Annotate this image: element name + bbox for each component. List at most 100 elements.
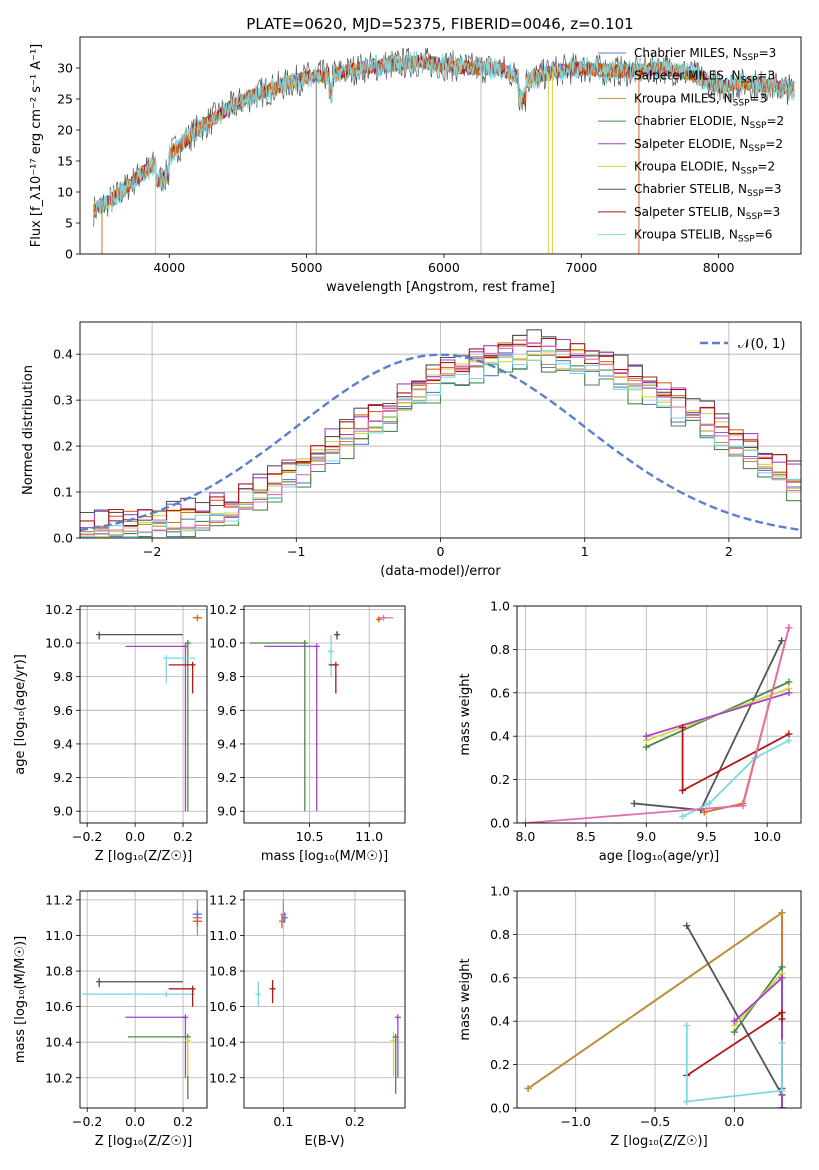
y-tick-label: 10 — [57, 185, 73, 200]
plot-area — [80, 329, 801, 538]
axes-mass-age: 10.5 11.0 9.0 9.2 9.4 9.6 9.8 10.0 10.2 mass [log… — [209, 602, 406, 864]
weight-marker — [785, 689, 793, 697]
grid-lines — [244, 606, 405, 823]
x-axis-label: E(B-V) — [304, 1134, 344, 1149]
errorbar-point — [377, 614, 394, 621]
y-tick-label: 0.2 — [490, 1057, 510, 1072]
axes-frame — [79, 36, 802, 255]
y-tick-label: 0.8 — [490, 642, 510, 657]
y-tick-label: 10.8 — [45, 964, 73, 979]
weight-line — [525, 627, 790, 823]
weight-marker — [679, 786, 687, 794]
weight-marker — [630, 799, 638, 807]
weight-line — [634, 640, 783, 811]
axes-frame — [79, 605, 208, 824]
legend-entry: Kroupa MILES, NSSP=3 — [634, 91, 767, 108]
axes-frame — [243, 605, 406, 824]
x-tick-label: −2 — [143, 544, 161, 559]
y-tick-label: 0.0 — [490, 816, 510, 831]
y-tick-label: 0.4 — [490, 1014, 510, 1029]
errorbar-point — [82, 991, 196, 998]
y-tick-label: 1.0 — [490, 599, 510, 614]
figure-title: PLATE=0620, MJD=52375, FIBERID=0046, z=0… — [246, 15, 633, 33]
y-axis-label: age [log₁₀(age/yr)] — [13, 654, 28, 775]
y-tick-label: 0.1 — [53, 485, 73, 500]
normal-curve — [80, 353, 801, 532]
errorbar-point — [96, 631, 184, 640]
errorbar-point — [168, 985, 196, 1007]
weight-marker — [700, 808, 708, 816]
weight-marker — [778, 1104, 786, 1108]
errorbar-point — [249, 640, 308, 812]
x-tick-label: 0.0 — [125, 1114, 145, 1129]
errorbar-point — [168, 661, 196, 694]
y-tick-label: 0.0 — [490, 1101, 510, 1116]
y-tick-label: 10.2 — [209, 1070, 237, 1085]
errorbar-point — [328, 634, 335, 677]
y-tick-label: 0.3 — [53, 393, 73, 408]
weight-marker — [778, 637, 786, 645]
legend-entry: Chabrier STELIB, NSSP=3 — [634, 182, 782, 199]
x-tick-label: 0.2 — [345, 1114, 365, 1129]
y-tick-label: 5 — [65, 216, 73, 231]
errorbar-point — [192, 614, 203, 622]
histogram-step — [80, 329, 801, 521]
axes-z-age: −0.2 0.0 0.2 9.0 9.2 9.4 9.6 9.8 10.0 10.2 Z [log₁… — [13, 602, 208, 864]
x-tick-label: 6000 — [428, 260, 460, 275]
weight-marker — [739, 802, 747, 810]
errorbar-point — [184, 640, 191, 812]
errorbar-point — [127, 1033, 191, 1100]
errorbar-point — [184, 1037, 191, 1076]
y-tick-label: 9.2 — [53, 770, 73, 785]
legend-entry: Salpeter STELIB, NSSP=3 — [634, 205, 780, 222]
errorbar-point — [281, 912, 288, 924]
errorbar-point — [269, 979, 276, 1004]
weight-marker — [524, 1084, 532, 1092]
plot-area — [521, 624, 793, 823]
errorbar-point — [334, 631, 341, 640]
weight-marker — [642, 732, 650, 740]
errorbar-point — [192, 910, 203, 918]
legend: 𝒩(0, 1) — [700, 337, 785, 352]
grid-lines — [517, 605, 801, 824]
plot-area — [255, 899, 401, 1094]
y-axis-label: Flux [f_λ10⁻¹⁷ erg cm⁻² s⁻¹ A⁻¹] — [29, 44, 44, 248]
y-tick-label: 9.6 — [53, 703, 73, 718]
axes-ebv-mass: 0.1 0.2 10.2 10.4 10.6 10.8 11.0 11.2 E(B-V) — [209, 890, 406, 1149]
plot-area — [82, 899, 203, 1100]
grid-lines — [80, 891, 207, 1108]
histogram-step — [80, 350, 801, 538]
x-tick-label: 0.0 — [724, 1114, 744, 1129]
errorbar-point — [328, 661, 339, 694]
y-tick-label: 9.0 — [217, 804, 237, 819]
legend-entry: 𝒩(0, 1) — [738, 337, 785, 352]
y-tick-label: 0.0 — [53, 531, 73, 546]
errorbar-point — [394, 1014, 401, 1078]
axes-z-weight: −1.0 −0.5 0.0 0.0 0.2 0.4 0.6 0.8 1.0 Z [log₁₀(Z/… — [458, 884, 802, 1149]
errorbar-point — [163, 655, 196, 684]
y-tick-label: 10.6 — [209, 999, 237, 1014]
weight-marker — [642, 743, 650, 751]
histogram-step — [80, 343, 801, 536]
x-tick-label: 1 — [581, 544, 589, 559]
x-axis-label: Z [log₁₀(Z/Z☉)] — [95, 1134, 192, 1149]
weight-marker — [778, 1087, 786, 1095]
axes-frame — [79, 890, 208, 1109]
x-axis-label: mass [log₁₀(M/M☉)] — [261, 849, 388, 864]
y-tick-label: 11.0 — [209, 928, 237, 943]
errorbar-point — [264, 643, 320, 812]
axes-z-mass: −0.2 0.0 0.2 10.2 10.4 10.6 10.8 11.0 11.2 Z [log… — [13, 890, 208, 1149]
y-axis-label: mass [log₁₀(M/M☉)] — [13, 936, 28, 1063]
y-tick-label: 9.8 — [217, 669, 237, 684]
y-tick-label: 9.6 — [217, 703, 237, 718]
x-tick-label: 5000 — [291, 260, 323, 275]
y-tick-label: 30 — [57, 61, 73, 76]
weight-marker — [778, 1039, 786, 1047]
weight-line — [733, 964, 783, 1108]
y-tick-label: 0.4 — [53, 347, 73, 362]
errorbar-point — [375, 616, 382, 623]
y-axis-label: mass weight — [458, 958, 473, 1040]
y-tick-label: 10.8 — [209, 964, 237, 979]
y-tick-label: 0.6 — [490, 685, 510, 700]
y-tick-label: 10.2 — [45, 1070, 73, 1085]
